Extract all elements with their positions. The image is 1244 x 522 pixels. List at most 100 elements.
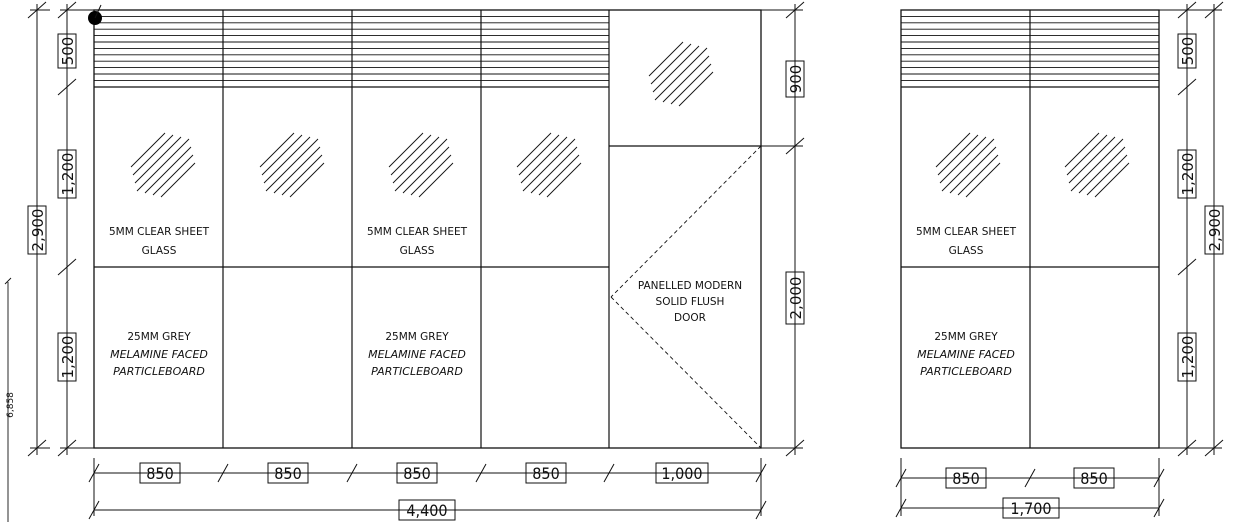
glass-hatch-line bbox=[937, 134, 979, 176]
glass-hatch-line bbox=[273, 146, 321, 194]
glass-hatch-line bbox=[648, 41, 684, 77]
right-dim-louvre-height: 500 bbox=[1179, 37, 1197, 66]
mask bbox=[1177, 33, 1197, 69]
tick bbox=[1024, 468, 1036, 488]
glass-label-1-line2: GLASS bbox=[142, 245, 177, 257]
door-swing-upper bbox=[610, 145, 762, 298]
glass-hatch-line bbox=[516, 132, 552, 168]
glass-hatch-line bbox=[263, 136, 311, 184]
mask bbox=[57, 149, 77, 199]
board-label-1-line3: PARTICLEBOARD bbox=[113, 365, 205, 378]
right-labels: 5MM CLEAR SHEET GLASS 25MM GREY MELAMINE… bbox=[916, 226, 1017, 378]
tick bbox=[785, 439, 805, 457]
glass-hatch-line bbox=[546, 162, 582, 198]
glass-hatch-line bbox=[418, 162, 454, 198]
glass-label-1-line1: 5MM CLEAR SHEET bbox=[109, 226, 210, 238]
board-label-1-line1: 25MM GREY bbox=[127, 331, 191, 343]
tick bbox=[4, 277, 12, 285]
door-swing-lower bbox=[610, 296, 762, 449]
glass-hatch-line bbox=[1070, 138, 1124, 192]
dim-transom-height: 900 bbox=[787, 65, 805, 94]
glass-hatch-line bbox=[1068, 136, 1116, 184]
mask bbox=[267, 462, 309, 484]
right-glass-label-line1: 5MM CLEAR SHEET bbox=[916, 226, 1017, 238]
glass-hatch-line bbox=[392, 136, 440, 184]
tick bbox=[217, 463, 229, 483]
glass-label-2-line2: GLASS bbox=[400, 245, 435, 257]
right-board-label-line2: MELAMINE FACED bbox=[917, 348, 1015, 361]
mask bbox=[1177, 149, 1197, 199]
board-label-2-line1: 25MM GREY bbox=[385, 331, 449, 343]
dim-overall-length: 6,858 bbox=[6, 392, 16, 418]
right-glass-label-line2: GLASS bbox=[949, 245, 984, 257]
glass-hatch-line bbox=[957, 154, 999, 196]
right-dim-glass-height: 1,200 bbox=[1179, 153, 1197, 196]
glass-hatch-line bbox=[520, 136, 568, 184]
mask bbox=[1177, 332, 1197, 382]
dim-bay-1: 850 bbox=[146, 464, 173, 483]
mask bbox=[945, 467, 987, 489]
mask bbox=[27, 205, 47, 255]
tick bbox=[57, 78, 77, 96]
right-louvre-lines bbox=[901, 15, 1159, 81]
pivot-leader bbox=[94, 4, 102, 19]
glass-hatch-line bbox=[1078, 146, 1126, 194]
tick bbox=[603, 463, 615, 483]
mask bbox=[785, 271, 805, 325]
mask bbox=[57, 332, 77, 382]
board-label-2-line3: PARTICLEBOARD bbox=[371, 365, 463, 378]
mask bbox=[785, 60, 805, 98]
mask bbox=[655, 462, 709, 484]
glass-hatch-line bbox=[939, 136, 987, 184]
glass-hatch-line bbox=[650, 43, 692, 85]
glass-hatch-line bbox=[160, 162, 196, 198]
tick bbox=[895, 498, 907, 518]
dim-louvre-height: 500 bbox=[59, 37, 77, 66]
dim-door-height: 2,000 bbox=[787, 277, 805, 320]
glass-hatch-line bbox=[935, 132, 971, 168]
door-label-line3: DOOR bbox=[674, 312, 706, 324]
tick bbox=[27, 439, 47, 457]
glass-hatches bbox=[130, 41, 1130, 198]
dim-total-width: 4,400 bbox=[406, 501, 447, 520]
tick bbox=[57, 439, 77, 457]
tick bbox=[895, 468, 907, 488]
tick bbox=[1177, 258, 1197, 276]
mask bbox=[57, 33, 77, 69]
glass-hatch-line bbox=[652, 45, 700, 93]
glass-hatch-line bbox=[670, 63, 712, 105]
glass-hatch-line bbox=[941, 138, 995, 192]
tick bbox=[1153, 468, 1165, 488]
tick bbox=[57, 1, 77, 19]
tick bbox=[475, 463, 487, 483]
glass-hatch-line bbox=[654, 47, 708, 101]
left-labels: 5MM CLEAR SHEET GLASS 5MM CLEAR SHEET GL… bbox=[109, 226, 742, 378]
glass-hatch-line bbox=[1086, 154, 1128, 196]
board-label-1-line2: MELAMINE FACED bbox=[110, 348, 208, 361]
mask bbox=[398, 499, 456, 521]
right-elevation bbox=[900, 9, 1160, 449]
tick bbox=[27, 1, 47, 19]
right-dim-bay-2: 850 bbox=[1080, 469, 1107, 488]
tick bbox=[1204, 1, 1224, 19]
right-dim-total-width: 1,700 bbox=[1010, 499, 1051, 518]
glass-hatch-line bbox=[289, 162, 325, 198]
right-board-label-line3: PARTICLEBOARD bbox=[920, 365, 1012, 378]
right-dim-bay-1: 850 bbox=[952, 469, 979, 488]
tick bbox=[57, 258, 77, 276]
glass-hatch-line bbox=[1094, 162, 1130, 198]
door-height-dims bbox=[761, 1, 805, 457]
glass-hatch-line bbox=[662, 55, 710, 103]
glass-hatch-line bbox=[678, 71, 714, 107]
glass-hatch-line bbox=[265, 138, 319, 192]
glass-hatch-line bbox=[132, 134, 174, 176]
door-label-line1: PANELLED MODERN bbox=[638, 280, 742, 292]
mask bbox=[1002, 497, 1060, 519]
glass-hatch-line bbox=[949, 146, 997, 194]
glass-hatch-line bbox=[130, 132, 166, 168]
glass-hatch-line bbox=[530, 146, 578, 194]
right-board-label-line1: 25MM GREY bbox=[934, 331, 998, 343]
dim-bay-2: 850 bbox=[274, 464, 301, 483]
mask bbox=[525, 462, 567, 484]
